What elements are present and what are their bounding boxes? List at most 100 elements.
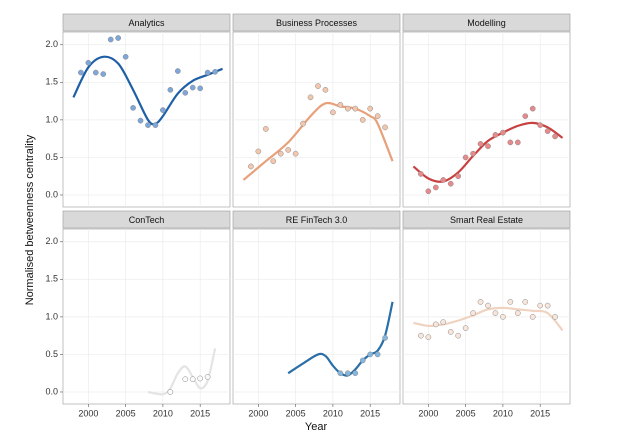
point xyxy=(374,351,381,358)
panel-title: ConTech xyxy=(129,215,165,225)
point xyxy=(92,69,99,76)
y-axis-title: Normalised betweenness centrality xyxy=(24,134,36,305)
point xyxy=(359,117,366,123)
point xyxy=(485,143,491,150)
strip xyxy=(232,210,401,229)
point xyxy=(537,302,544,309)
y-tick-label: 2.0 xyxy=(45,236,58,246)
point xyxy=(514,139,521,146)
point xyxy=(552,133,558,140)
panel xyxy=(62,228,231,405)
point xyxy=(432,184,439,191)
x-tick-label: 2015 xyxy=(190,408,210,418)
point xyxy=(107,36,114,43)
y-tick-label: 2.0 xyxy=(45,39,58,49)
point xyxy=(337,102,344,108)
point xyxy=(440,319,447,325)
x-tick-label: 2005 xyxy=(286,408,306,418)
point xyxy=(344,105,351,112)
trend-line xyxy=(242,101,394,181)
point xyxy=(529,105,536,112)
trend-line xyxy=(412,121,564,183)
point xyxy=(359,357,366,364)
point xyxy=(500,314,506,320)
x-tick-label: 2010 xyxy=(323,408,343,418)
point xyxy=(145,122,151,128)
point xyxy=(212,68,218,75)
trend-line xyxy=(72,55,223,126)
point xyxy=(115,35,122,41)
x-tick-label: 2000 xyxy=(248,408,268,418)
point xyxy=(270,158,277,165)
strip xyxy=(402,210,571,229)
point xyxy=(485,302,491,309)
point xyxy=(514,310,521,316)
point xyxy=(529,314,536,320)
x-tick-label: 2015 xyxy=(360,408,380,418)
point xyxy=(248,163,254,170)
point xyxy=(418,171,424,177)
point xyxy=(182,376,189,383)
x-axis-title: Year xyxy=(305,421,328,433)
strip xyxy=(62,13,231,32)
point xyxy=(462,154,469,161)
panel xyxy=(402,228,571,405)
x-tick-label: 2000 xyxy=(418,408,438,418)
x-tick-label: 2015 xyxy=(530,408,550,418)
point xyxy=(307,94,314,101)
trend-line xyxy=(147,348,217,396)
point xyxy=(432,321,439,328)
x-tick-label: 2000 xyxy=(78,408,98,418)
point xyxy=(204,69,211,76)
point xyxy=(447,329,454,335)
point xyxy=(462,325,469,331)
point xyxy=(522,299,529,305)
point xyxy=(492,310,499,316)
point xyxy=(100,71,107,77)
point xyxy=(470,150,476,157)
point xyxy=(477,299,484,305)
point xyxy=(425,334,432,341)
point xyxy=(382,335,388,341)
point xyxy=(455,173,462,180)
panel-title: Analytics xyxy=(128,18,165,28)
point xyxy=(492,132,499,138)
point xyxy=(167,86,174,93)
point xyxy=(447,180,454,187)
point xyxy=(477,141,484,147)
point xyxy=(500,129,506,136)
y-tick-label: 0.0 xyxy=(45,189,58,199)
point xyxy=(292,150,299,157)
point xyxy=(337,370,344,377)
point xyxy=(122,53,129,60)
point xyxy=(425,188,432,195)
point xyxy=(322,86,329,93)
point xyxy=(367,105,374,112)
strip xyxy=(402,13,571,32)
strip xyxy=(62,210,231,229)
point xyxy=(352,370,359,377)
y-tick-label: 0.5 xyxy=(45,349,58,359)
point xyxy=(137,117,144,124)
panel-title: Modelling xyxy=(467,18,506,28)
point xyxy=(189,84,196,91)
point xyxy=(197,375,204,382)
point xyxy=(374,113,381,119)
y-tick-label: 1.0 xyxy=(45,114,58,124)
y-tick-label: 1.5 xyxy=(45,77,58,87)
x-tick-label: 2010 xyxy=(153,408,173,418)
panel xyxy=(232,228,401,405)
strip xyxy=(232,13,401,32)
point xyxy=(552,314,558,320)
point xyxy=(418,332,424,339)
y-tick-label: 0.5 xyxy=(45,152,58,162)
point xyxy=(255,148,262,155)
trend-line xyxy=(413,306,564,332)
point xyxy=(344,370,351,377)
point xyxy=(197,85,204,92)
y-tick-label: 1.5 xyxy=(45,274,58,284)
point xyxy=(315,83,321,89)
point xyxy=(85,59,92,66)
point xyxy=(160,107,166,113)
